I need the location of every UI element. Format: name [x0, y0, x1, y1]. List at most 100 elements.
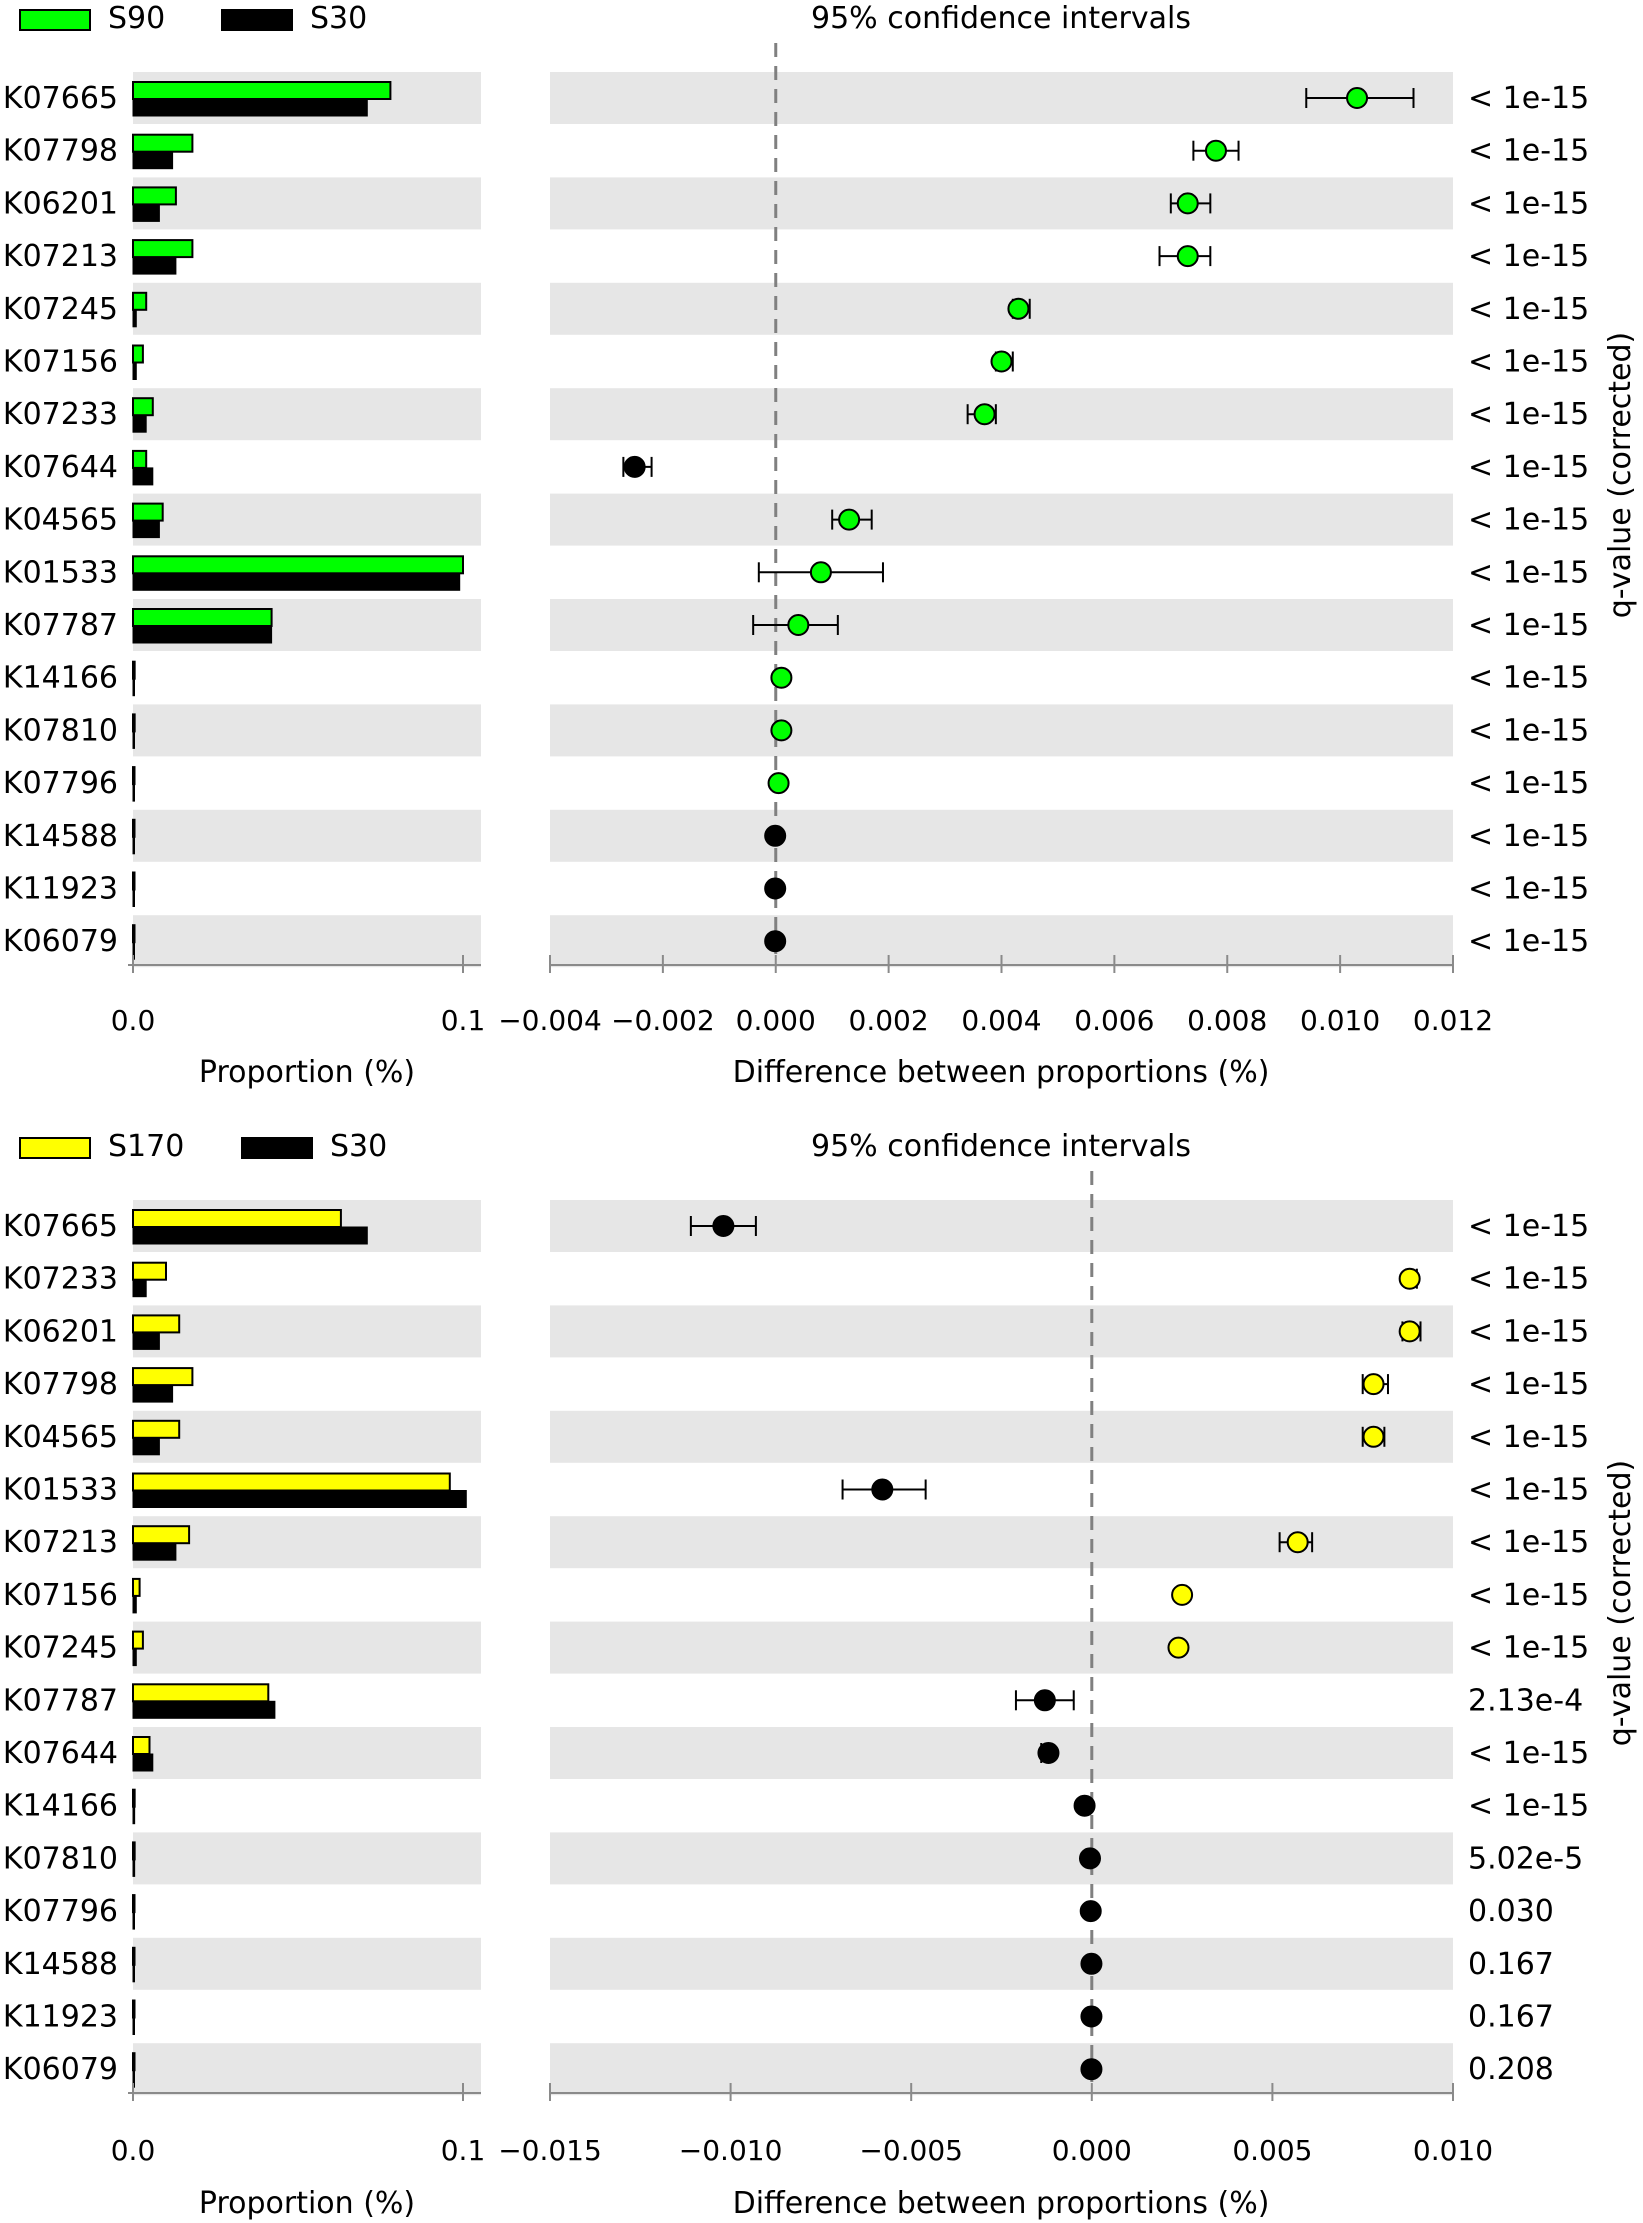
bar-s90	[132, 608, 273, 627]
bar-s170	[132, 1314, 181, 1334]
row-k06201: K06201 < 1e-15	[3, 186, 1589, 222]
row-band-left	[133, 1727, 481, 1779]
q-value: < 1e-15	[1468, 134, 1589, 169]
row-band-right	[550, 1937, 1453, 1990]
difference-point	[764, 824, 787, 847]
bar-s170	[132, 1788, 136, 1808]
row-k07787: K07787 < 1e-15	[3, 608, 1589, 644]
feature-label: K07233	[3, 1262, 118, 1297]
difference-point	[990, 350, 1013, 373]
row-band-right	[550, 1832, 1453, 1885]
q-value: < 1e-15	[1468, 81, 1589, 116]
q-value: < 1e-15	[1468, 1525, 1589, 1560]
legend-swatch-s170	[19, 1137, 91, 1159]
difference-point	[1176, 192, 1199, 215]
row-k06079: K06079 < 1e-15	[3, 924, 1589, 960]
feature-label: K07796	[3, 1894, 118, 1929]
bar-s30	[132, 836, 135, 855]
row-k07245: K07245 < 1e-15	[3, 291, 1589, 328]
feature-label: K11923	[3, 2000, 118, 2035]
bar-s170	[132, 1946, 136, 1966]
feature-label: K06079	[3, 924, 118, 959]
row-k07213: K07213 < 1e-15	[3, 1525, 1589, 1561]
left-tick-label: 0.1	[441, 2134, 486, 2167]
difference-point	[871, 1478, 894, 1501]
row-band-left	[133, 809, 481, 862]
feature-label: K14166	[3, 661, 118, 696]
row-band-right	[550, 809, 1453, 862]
row-k07665: K07665 < 1e-15	[3, 1209, 1589, 1245]
q-value: < 1e-15	[1468, 1262, 1589, 1297]
feature-label: K14166	[3, 1789, 118, 1824]
q-value: 2.13e-4	[1468, 1683, 1583, 1718]
difference-point	[770, 666, 793, 689]
feature-label: K07787	[3, 1683, 118, 1718]
right-tick-label: 0.000	[736, 1004, 816, 1037]
row-k07798: K07798 < 1e-15	[3, 1367, 1589, 1403]
bar-s30	[132, 1911, 135, 1930]
row-k07213: K07213 < 1e-15	[3, 239, 1589, 275]
row-band-right	[550, 388, 1453, 441]
row-band-left	[133, 1516, 481, 1569]
row-k11923: K11923 0.167	[3, 1999, 1554, 2035]
difference-point	[1204, 139, 1227, 162]
right-tick-label: 0.012	[1413, 1004, 1493, 1037]
bar-s90	[132, 713, 136, 733]
row-k01533: K01533 < 1e-15	[3, 1472, 1589, 1508]
row-k07644: K07644 < 1e-15	[3, 1736, 1589, 1772]
difference-point	[1362, 1373, 1385, 1396]
difference-point	[1080, 2058, 1103, 2081]
row-k07810: K07810 < 1e-15	[3, 713, 1589, 749]
difference-point	[1286, 1531, 1309, 1554]
right-xlabel: Difference between proportions (%)	[733, 2186, 1270, 2221]
bar-s30	[132, 151, 174, 170]
bar-s90	[132, 133, 194, 153]
bar-s90	[132, 766, 136, 786]
bar-s30	[132, 1858, 136, 1877]
row-k07233: K07233 < 1e-15	[3, 397, 1589, 433]
difference-point	[1346, 87, 1369, 109]
q-value: < 1e-15	[1468, 186, 1589, 221]
row-band-left	[133, 1832, 481, 1885]
bar-s30	[132, 309, 137, 328]
q-value: < 1e-15	[1468, 872, 1589, 907]
row-band-right	[550, 599, 1453, 651]
legend-label-s90: S90	[108, 1, 165, 36]
feature-label: K01533	[3, 1473, 118, 1508]
bar-s90	[132, 344, 144, 364]
row-band-right	[550, 704, 1453, 757]
feature-label: K07213	[3, 1525, 118, 1560]
bar-s30	[132, 467, 154, 486]
ci-title: 95% confidence intervals	[811, 1, 1191, 36]
feature-label: K07156	[3, 345, 118, 380]
bar-s30	[132, 730, 135, 749]
row-k11923: K11923 < 1e-15	[3, 871, 1589, 907]
row-band-left	[133, 1621, 481, 1674]
q-value: < 1e-15	[1468, 1736, 1589, 1771]
row-band-right	[550, 1516, 1453, 1569]
legend-label-s30: S30	[330, 1129, 387, 1164]
feature-label: K07245	[3, 1631, 118, 1666]
difference-point	[712, 1215, 735, 1237]
right-tick-label: 0.008	[1187, 1004, 1267, 1037]
row-band-left	[133, 704, 481, 757]
difference-point	[973, 403, 996, 426]
bar-s170	[132, 1472, 451, 1492]
feature-label: K07798	[3, 134, 118, 169]
row-k07644: K07644 < 1e-15	[3, 449, 1589, 486]
difference-point	[623, 455, 646, 478]
bar-s90	[132, 449, 148, 469]
row-band-right	[550, 493, 1453, 546]
right-tick-label: −0.005	[859, 2134, 963, 2167]
bar-s170	[132, 1525, 191, 1545]
difference-point	[1078, 1847, 1101, 1870]
feature-label: K04565	[3, 1420, 118, 1455]
bar-s30	[132, 1331, 160, 1350]
difference-point	[1007, 297, 1030, 320]
bar-s30	[132, 256, 177, 275]
bar-s170	[132, 1736, 151, 1755]
right-tick-label: 0.010	[1413, 2134, 1493, 2167]
row-bands	[133, 72, 1453, 968]
q-value: < 1e-15	[1468, 450, 1589, 485]
